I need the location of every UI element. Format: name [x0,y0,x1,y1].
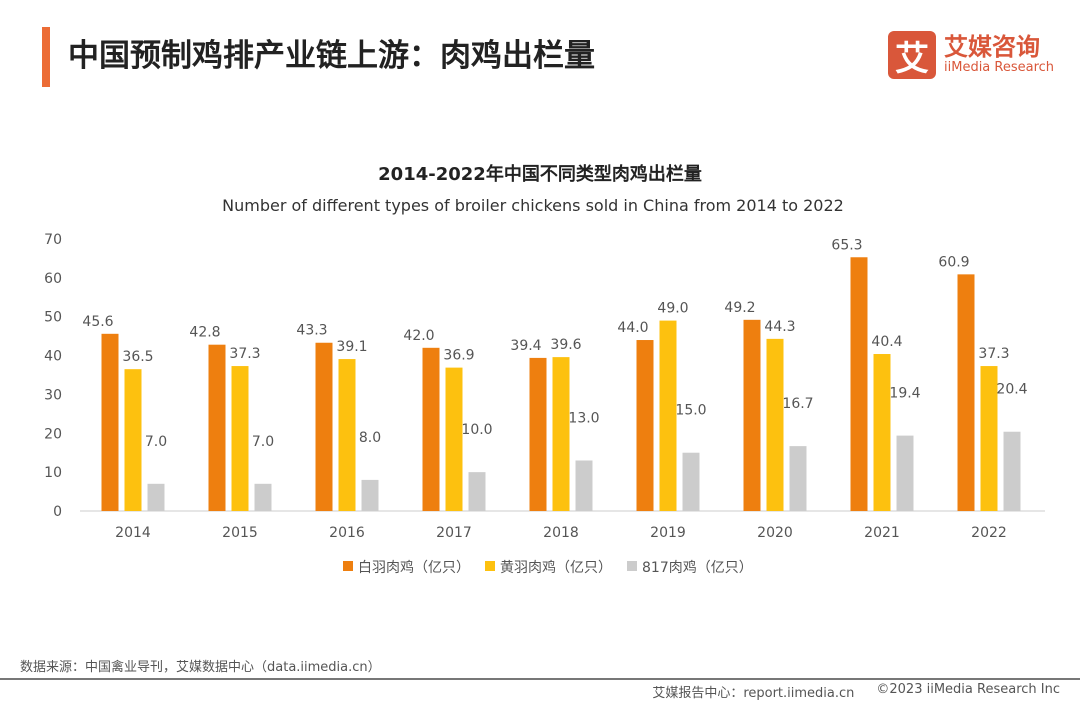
logo-en: iiMedia Research [944,60,1055,75]
report-link[interactable]: 艾媒报告中心：report.iimedia.cn [652,686,855,701]
bar [1003,431,1021,511]
legend-swatch [485,561,495,571]
data-label: 43.3 [296,323,327,339]
data-label: 36.5 [122,349,153,365]
data-label: 49.0 [657,301,688,317]
bar [254,483,272,511]
legend-swatch [627,561,637,571]
bar [231,366,249,511]
x-tick-label: 2016 [329,525,365,541]
data-label: 36.9 [443,348,474,364]
data-label: 42.8 [189,325,220,341]
data-label: 39.6 [550,337,581,353]
bar [789,446,807,511]
bar [659,320,677,511]
logo: 艾 艾媒咨询 iiMedia Research [888,31,1054,79]
data-label: 42.0 [403,328,434,344]
y-tick-label: 10 [44,465,62,481]
data-label: 44.0 [617,320,648,336]
data-label: 7.0 [145,434,167,450]
data-label: 8.0 [359,430,381,446]
data-label: 7.0 [252,434,274,450]
x-tick-label: 2021 [864,525,900,541]
bar [445,367,463,511]
y-tick-label: 50 [44,310,62,326]
bar [552,357,570,511]
bar [422,347,440,511]
bar [873,354,891,511]
bar [468,472,486,511]
x-tick-label: 2018 [543,525,579,541]
copyright: ©2023 iiMedia Research Inc [876,682,1060,697]
legend-label: 817肉鸡（亿只） [642,559,753,576]
data-label: 10.0 [461,422,492,438]
bar [682,452,700,511]
y-tick-label: 40 [44,349,62,365]
bar [315,342,333,511]
data-label: 49.2 [724,300,755,316]
data-label: 37.3 [978,346,1009,362]
bar [980,366,998,511]
page-title: 中国预制鸡排产业链上游：肉鸡出栏量 [68,38,595,74]
x-tick-label: 2020 [757,525,793,541]
bar [766,338,784,511]
bar [957,274,975,511]
data-label: 60.9 [938,254,969,270]
x-tick-label: 2015 [222,525,258,541]
y-tick-label: 70 [44,232,62,248]
legend-swatch [343,561,353,571]
bar [338,359,356,511]
x-tick-label: 2014 [115,525,151,541]
data-label: 40.4 [871,334,902,350]
data-label: 13.0 [568,410,599,426]
data-label: 44.3 [764,319,795,335]
logo-mark: 艾 [888,31,936,79]
legend-label: 黄羽肉鸡（亿只） [500,559,612,576]
data-source: 数据来源：中国禽业导刊，艾媒数据中心（data.iimedia.cn） [20,660,381,675]
x-tick-label: 2019 [650,525,686,541]
x-tick-label: 2022 [971,525,1007,541]
bar [743,319,761,511]
data-label: 65.3 [831,237,862,253]
data-label: 19.4 [889,386,920,402]
title-accent-bar [42,27,50,87]
logo-cn: 艾媒咨询 [944,33,1040,61]
bar [208,344,226,511]
data-label: 20.4 [996,382,1027,398]
y-tick-label: 30 [44,387,62,403]
data-label: 37.3 [229,346,260,362]
y-tick-label: 20 [44,426,62,442]
bar [636,340,654,511]
bar [101,333,119,511]
bar [896,435,914,511]
bar [529,357,547,511]
bar [147,483,165,511]
legend-label: 白羽肉鸡（亿只） [358,559,470,576]
chart-title: 2014-2022年中国不同类型肉鸡出栏量 [378,164,702,185]
bar [575,460,593,511]
data-label: 15.0 [675,403,706,419]
bar [361,479,379,511]
bar [850,257,868,511]
bar [124,369,142,511]
data-label: 39.4 [510,338,541,354]
chart-subtitle: Number of different types of broiler chi… [222,196,844,215]
y-tick-label: 0 [53,504,62,520]
data-label: 16.7 [782,396,813,412]
data-label: 45.6 [82,314,113,330]
y-tick-label: 60 [44,271,62,287]
footer-divider [0,678,1080,680]
data-label: 39.1 [336,339,367,355]
x-tick-label: 2017 [436,525,472,541]
